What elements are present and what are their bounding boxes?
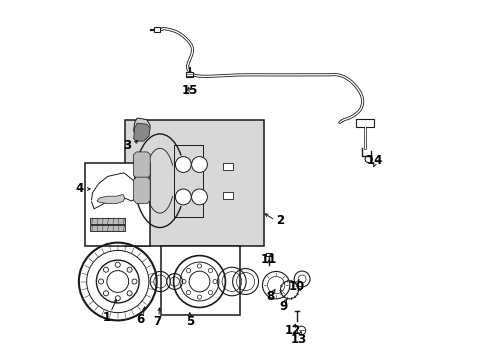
Text: 8: 8 — [266, 291, 274, 303]
Circle shape — [191, 189, 207, 205]
Bar — [90, 218, 125, 224]
Text: 9: 9 — [279, 300, 287, 313]
Text: 4: 4 — [75, 183, 83, 195]
Text: 11: 11 — [260, 253, 277, 266]
Bar — [125, 120, 264, 246]
Bar — [154, 27, 160, 32]
Bar — [265, 253, 271, 256]
Text: 1: 1 — [102, 311, 111, 324]
Circle shape — [191, 157, 207, 172]
Text: 5: 5 — [185, 315, 194, 328]
Text: 6: 6 — [137, 313, 144, 326]
Bar — [223, 192, 232, 199]
Text: 13: 13 — [290, 333, 307, 346]
Text: 3: 3 — [123, 139, 131, 152]
Polygon shape — [133, 177, 150, 203]
Bar — [186, 72, 193, 77]
Bar — [85, 163, 150, 246]
Text: 15: 15 — [181, 84, 198, 97]
Text: 2: 2 — [275, 214, 283, 227]
Bar — [161, 246, 240, 315]
Polygon shape — [133, 118, 150, 138]
Text: 10: 10 — [288, 280, 304, 293]
Text: 14: 14 — [366, 154, 382, 167]
Text: 12: 12 — [285, 324, 301, 337]
Polygon shape — [133, 123, 150, 141]
Circle shape — [175, 189, 191, 205]
Polygon shape — [97, 194, 125, 203]
Bar — [355, 119, 373, 127]
Polygon shape — [133, 152, 150, 178]
Bar — [90, 225, 125, 231]
Circle shape — [175, 157, 191, 172]
Bar — [223, 163, 232, 170]
Text: 7: 7 — [153, 315, 161, 328]
